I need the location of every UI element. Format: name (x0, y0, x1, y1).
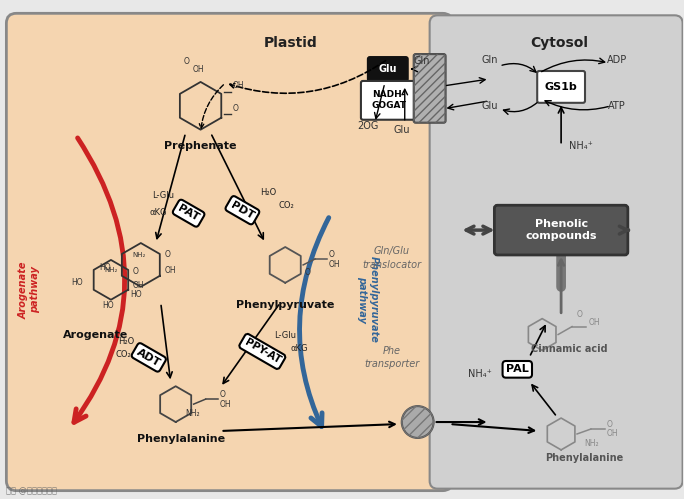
Text: O: O (220, 390, 225, 399)
FancyBboxPatch shape (537, 71, 585, 103)
Text: HO: HO (130, 290, 142, 299)
Text: PAT: PAT (176, 203, 201, 223)
Text: HO: HO (102, 301, 114, 310)
Text: NADH-
GOGAT: NADH- GOGAT (371, 90, 406, 110)
Text: Plastid: Plastid (263, 36, 317, 50)
Text: OH: OH (589, 317, 601, 326)
Text: ADP: ADP (607, 55, 627, 65)
Text: 2OG: 2OG (357, 121, 378, 131)
Text: H₂O: H₂O (118, 337, 134, 346)
Text: OH: OH (220, 400, 231, 409)
Text: O: O (577, 309, 583, 319)
Text: NH₂: NH₂ (132, 252, 146, 258)
FancyBboxPatch shape (6, 13, 453, 491)
Text: OH: OH (233, 81, 244, 90)
Text: H₂O: H₂O (260, 188, 276, 197)
Text: OH: OH (165, 266, 176, 275)
Text: O: O (184, 57, 189, 66)
Text: OH: OH (133, 281, 144, 290)
Text: Cinnamic acid: Cinnamic acid (531, 344, 607, 354)
Text: CO₂: CO₂ (115, 350, 131, 359)
Text: Gln/Glu
translocator: Gln/Glu translocator (363, 247, 421, 269)
Text: NH₂: NH₂ (584, 439, 598, 448)
Text: O: O (329, 250, 335, 259)
Circle shape (402, 406, 434, 438)
Text: Glu: Glu (378, 64, 397, 74)
Text: Phe
transporter: Phe transporter (364, 346, 419, 369)
Text: NH₄⁺: NH₄⁺ (468, 369, 491, 379)
Text: Gln: Gln (481, 55, 498, 65)
FancyBboxPatch shape (430, 15, 683, 489)
Text: OH: OH (329, 260, 341, 269)
Text: Gln: Gln (414, 56, 430, 66)
Text: PAL: PAL (506, 364, 529, 374)
FancyArrowPatch shape (74, 138, 124, 422)
Text: Phenolic
compounds: Phenolic compounds (525, 219, 597, 242)
Text: αKG: αKG (150, 208, 168, 217)
Text: ADT: ADT (135, 347, 162, 368)
Text: L-Glu: L-Glu (274, 330, 296, 339)
Text: GS1b: GS1b (544, 82, 577, 92)
Text: O: O (165, 250, 170, 259)
Text: Phenylalanine: Phenylalanine (545, 453, 623, 463)
Text: PDT: PDT (229, 200, 256, 221)
FancyArrowPatch shape (300, 218, 329, 427)
Text: CO₂: CO₂ (278, 201, 294, 210)
Text: Glu: Glu (481, 101, 498, 111)
Text: 头条 @李老师核生化: 头条 @李老师核生化 (6, 487, 57, 496)
Text: O: O (133, 267, 139, 276)
Text: αKG: αKG (290, 344, 308, 353)
Text: HO: HO (99, 263, 111, 272)
Text: Arogenate
pathway: Arogenate pathway (18, 261, 40, 318)
FancyBboxPatch shape (368, 57, 408, 81)
Text: NH₂: NH₂ (104, 267, 118, 273)
Text: OH: OH (607, 429, 618, 438)
Text: Glu: Glu (393, 125, 410, 135)
Text: Prephenate: Prephenate (164, 141, 237, 151)
Text: O: O (304, 268, 310, 277)
Text: Phenylalanine: Phenylalanine (137, 434, 225, 444)
Text: HO: HO (71, 278, 83, 287)
Text: NH₄⁺: NH₄⁺ (569, 141, 593, 151)
FancyBboxPatch shape (361, 81, 417, 120)
Text: ATP: ATP (608, 101, 626, 111)
FancyBboxPatch shape (414, 54, 445, 123)
Text: Phenylpyruvate: Phenylpyruvate (236, 300, 334, 310)
Text: NH₂: NH₂ (185, 409, 200, 418)
FancyBboxPatch shape (495, 205, 628, 255)
Text: PPY-AT: PPY-AT (243, 337, 282, 366)
Text: O: O (607, 420, 613, 429)
Text: O: O (233, 104, 238, 113)
Text: L-Glu: L-Glu (152, 191, 174, 200)
Text: Arogenate: Arogenate (64, 329, 129, 339)
Text: Cytosol: Cytosol (530, 36, 588, 50)
Text: OH: OH (193, 65, 205, 74)
Text: Phenylpyruvate
pathway: Phenylpyruvate pathway (357, 256, 379, 343)
